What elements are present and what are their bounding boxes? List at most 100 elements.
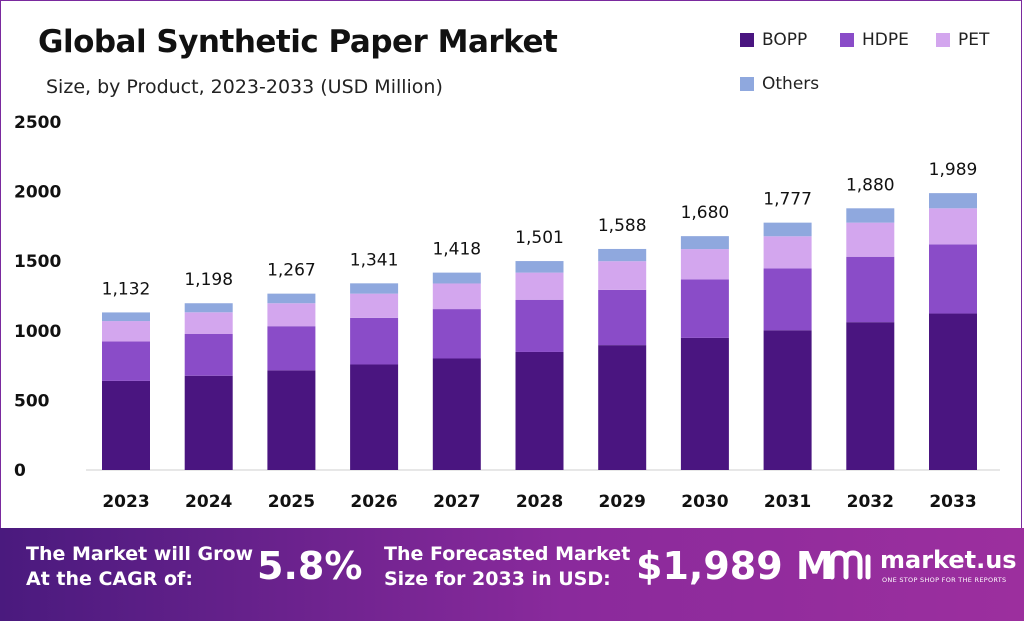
bar-segment-pet: [515, 272, 564, 300]
bar-segment-hdpe: [598, 289, 647, 346]
bar-segment-others: [184, 303, 233, 313]
forecast-value: $1,989 M: [636, 544, 834, 588]
bar-segment-pet: [350, 293, 399, 318]
logo-tagline: ONE STOP SHOP FOR THE REPORTS: [882, 576, 1007, 584]
legend-item-bopp: BOPP: [740, 30, 807, 50]
total-data-label: 1,588: [598, 216, 647, 236]
cagr-label: The Market will Grow At the CAGR of:: [26, 542, 253, 592]
bar-segment-others: [350, 283, 399, 294]
total-data-label: 1,132: [102, 279, 151, 299]
x-tick-label: 2026: [350, 492, 397, 512]
y-tick-label: 500: [14, 391, 50, 411]
legend-swatch-pet: [936, 33, 950, 47]
total-data-label: 1,501: [515, 228, 564, 248]
total-data-label: 1,880: [846, 175, 895, 195]
stacked-bar-chart: 0 500 1000 1500 2000 2500 1,132 2023 1,198 2024 1,…: [14, 113, 1000, 512]
bar-segment-bopp: [267, 370, 316, 470]
bar-segment-pet: [598, 261, 647, 290]
summary-banner: [0, 528, 1024, 621]
forecast-label-line2: Size for 2033 in USD:: [384, 568, 611, 590]
market-us-logo-icon: [829, 550, 871, 580]
bar-segment-pet: [432, 283, 481, 310]
legend-swatch-others: [740, 77, 754, 91]
x-tick-label: 2027: [433, 492, 480, 512]
total-data-label: 1,777: [763, 190, 812, 210]
y-tick-label: 1500: [14, 252, 61, 272]
bar-segment-hdpe: [515, 299, 564, 352]
legend-item-hdpe: HDPE: [840, 30, 909, 50]
y-tick-label: 2000: [14, 183, 61, 203]
x-tick-label: 2032: [847, 492, 894, 512]
bar-segment-others: [102, 312, 150, 322]
y-tick-label: 0: [14, 461, 26, 481]
total-data-label: 1,267: [267, 261, 316, 281]
bar-segment-bopp: [102, 380, 150, 470]
legend-item-others: Others: [740, 74, 819, 94]
y-tick-label: 2500: [14, 113, 61, 133]
forecast-label: The Forecasted Market Size for 2033 in U…: [384, 542, 630, 592]
bar-segment-hdpe: [102, 341, 150, 381]
bar-segment-pet: [929, 208, 977, 245]
x-tick-label: 2024: [185, 492, 232, 512]
x-tick-label: 2033: [929, 492, 976, 512]
bar-segment-others: [846, 208, 895, 223]
total-data-label: 1,418: [432, 240, 481, 260]
x-tick-label: 2025: [268, 492, 315, 512]
legend-swatch-bopp: [740, 33, 754, 47]
bar-segment-hdpe: [846, 256, 895, 323]
logo-name: market.us: [880, 546, 1017, 574]
cagr-value: 5.8%: [257, 544, 363, 588]
total-data-label: 1,989: [929, 160, 978, 180]
total-data-label: 1,341: [350, 250, 399, 270]
bar-segment-bopp: [515, 351, 564, 470]
bar-segment-bopp: [846, 322, 895, 470]
bar-segment-bopp: [763, 330, 812, 470]
chart-title: Global Synthetic Paper Market: [38, 24, 558, 60]
legend-label-pet: PET: [958, 30, 990, 50]
bar-segment-pet: [846, 222, 895, 257]
bar-segment-pet: [680, 249, 729, 280]
bar-segment-hdpe: [350, 317, 399, 365]
bar-segment-bopp: [680, 337, 729, 470]
total-data-label: 1,198: [184, 270, 233, 290]
bar-segment-others: [515, 261, 564, 273]
bar-segment-hdpe: [184, 334, 233, 376]
bar-segment-pet: [763, 236, 812, 269]
bar-segment-others: [680, 236, 729, 250]
bar-segment-others: [929, 193, 977, 209]
legend-label-bopp: BOPP: [762, 30, 808, 50]
bar-segment-bopp: [184, 375, 233, 470]
bar-segment-others: [432, 272, 481, 284]
cagr-label-line2: At the CAGR of:: [26, 568, 193, 590]
x-tick-label: 2023: [102, 492, 149, 512]
bar-segment-bopp: [350, 364, 399, 470]
x-tick-label: 2031: [764, 492, 811, 512]
bar-segment-hdpe: [763, 268, 812, 331]
bar-segment-bopp: [432, 358, 481, 470]
bar-segment-bopp: [929, 313, 977, 470]
x-tick-label: 2028: [516, 492, 563, 512]
x-tick-label: 2029: [599, 492, 646, 512]
legend-swatch-hdpe: [840, 33, 854, 47]
bar-segment-hdpe: [929, 244, 977, 314]
legend-label-hdpe: HDPE: [862, 30, 909, 50]
bar-segment-pet: [184, 312, 233, 335]
bar-segment-bopp: [598, 345, 647, 470]
bar-segment-hdpe: [680, 279, 729, 338]
x-tick-label: 2030: [681, 492, 728, 512]
bar-segment-hdpe: [267, 326, 316, 371]
bar-segment-pet: [102, 321, 150, 342]
bar-segment-others: [598, 248, 647, 262]
forecast-label-line1: The Forecasted Market: [384, 543, 631, 565]
chart-subtitle: Size, by Product, 2023-2033 (USD Million…: [46, 76, 443, 98]
total-data-label: 1,680: [681, 203, 730, 223]
bar-segment-pet: [267, 303, 316, 327]
y-tick-label: 1000: [14, 322, 61, 342]
bar-segment-others: [763, 222, 812, 237]
bar-segment-hdpe: [432, 309, 481, 359]
legend-item-pet: PET: [936, 30, 989, 50]
cagr-label-line1: The Market will Grow: [26, 543, 254, 565]
legend-label-others: Others: [762, 74, 820, 94]
bar-segment-others: [267, 293, 316, 304]
